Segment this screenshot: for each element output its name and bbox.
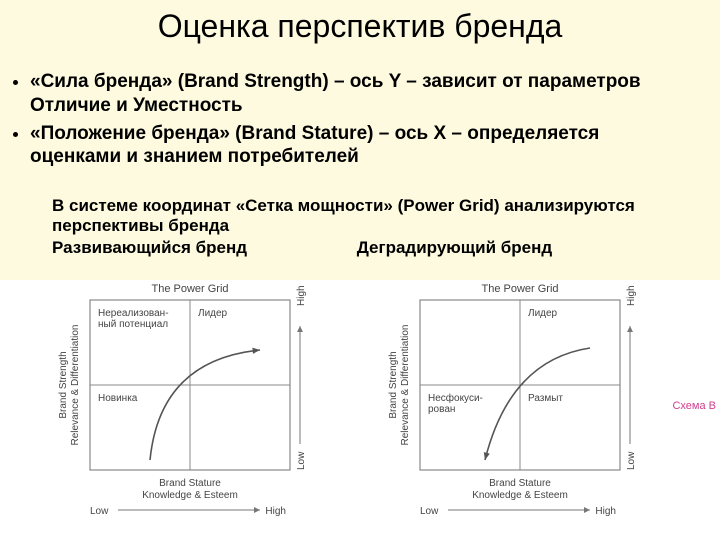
slide: Оценка перспектив бренда «Сила бренда» (…: [0, 0, 720, 540]
svg-text:Brand Strength: Brand Strength: [388, 351, 399, 418]
svg-text:Brand Stature: Brand Stature: [159, 478, 221, 489]
svg-text:Low: Low: [420, 506, 439, 517]
svg-text:Новинка: Новинка: [98, 393, 138, 404]
diagram-labels: Развивающийся бренд Деградирующий бренд: [0, 236, 720, 258]
svg-text:High: High: [296, 285, 307, 306]
label-developing-brand: Развивающийся бренд: [52, 238, 352, 258]
svg-text:Low: Low: [626, 451, 637, 470]
svg-text:High: High: [626, 285, 637, 306]
diagram-area: The Power Grid Нереализован-ный потенциал…: [0, 280, 720, 540]
svg-text:Low: Low: [90, 506, 109, 517]
svg-text:Лидер: Лидер: [528, 308, 558, 319]
svg-text:Knowledge & Esteem: Knowledge & Esteem: [472, 490, 568, 501]
svg-text:Relevance & Differentiation: Relevance & Differentiation: [70, 325, 81, 446]
svg-text:High: High: [265, 506, 286, 517]
bullet-list: «Сила бренда» (Brand Strength) – ось Y –…: [0, 64, 720, 175]
label-degrading-brand: Деградирующий бренд: [357, 238, 552, 258]
svg-text:Несфокуси-рован: Несфокуси-рован: [428, 392, 483, 415]
svg-text:Knowledge & Esteem: Knowledge & Esteem: [142, 490, 238, 501]
bullet-item: «Положение бренда» (Brand Stature) – ось…: [30, 122, 690, 170]
svg-text:Brand Strength: Brand Strength: [58, 351, 69, 418]
svg-text:The Power Grid: The Power Grid: [481, 283, 558, 295]
svg-text:Размыт: Размыт: [528, 393, 563, 404]
svg-text:Brand Stature: Brand Stature: [489, 478, 551, 489]
svg-text:Relevance & Differentiation: Relevance & Differentiation: [400, 325, 411, 446]
sub-text: В системе координат «Сетка мощности» (Po…: [0, 194, 720, 236]
svg-text:Low: Low: [296, 451, 307, 470]
svg-text:Нереализован-ный потенциал: Нереализован-ный потенциал: [98, 308, 169, 330]
page-title: Оценка перспектив бренда: [0, 0, 720, 45]
schema-label: Схема B: [672, 400, 716, 412]
svg-text:High: High: [595, 506, 616, 517]
svg-text:The Power Grid: The Power Grid: [151, 283, 228, 295]
power-grid-diagrams: The Power Grid Нереализован-ный потенциал…: [0, 280, 720, 540]
bullet-item: «Сила бренда» (Brand Strength) – ось Y –…: [30, 70, 690, 118]
svg-text:Лидер: Лидер: [198, 308, 228, 319]
